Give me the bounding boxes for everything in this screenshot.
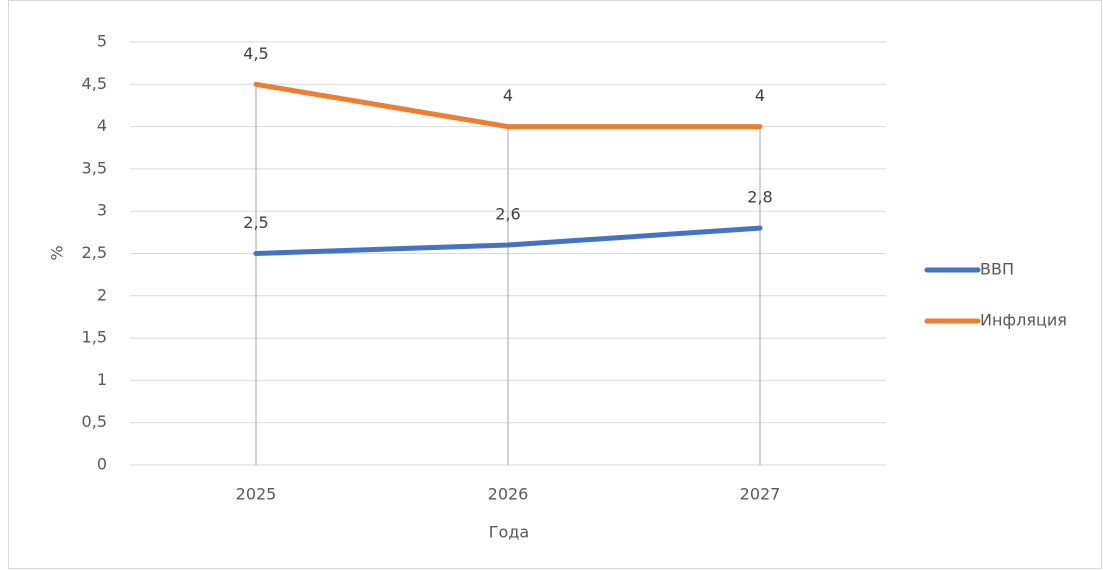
chart-border [8,0,1102,569]
y-tick-label: 4 [97,116,107,135]
series-line [253,225,763,256]
legend-label: ВВП [980,260,1014,279]
y-tick-label: 4,5 [82,74,107,93]
x-axis-label: Года [489,523,529,542]
y-tick-label: 2,5 [82,243,107,262]
legend-label: Инфляция [980,311,1067,330]
y-tick-label: 0 [97,455,107,474]
y-tick-label: 3,5 [82,158,107,177]
x-tick-label: 2026 [488,485,529,504]
y-tick-label: 3 [97,201,107,220]
data-label: 2,6 [495,205,520,224]
data-label: 4 [503,86,513,105]
data-label: 4,5 [243,44,268,63]
x-tick-label: 2025 [236,485,277,504]
y-axis-label: % [48,245,67,260]
data-label: 2,5 [243,213,268,232]
y-tick-label: 2 [97,285,107,304]
data-label: 4 [755,86,765,105]
data-label: 2,8 [747,188,772,207]
y-tick-label: 0,5 [82,412,107,431]
y-tick-label: 5 [97,32,107,51]
y-tick-label: 1 [97,370,107,389]
x-tick-label: 2027 [740,485,781,504]
y-tick-label: 1,5 [82,328,107,347]
series-line [253,81,763,130]
